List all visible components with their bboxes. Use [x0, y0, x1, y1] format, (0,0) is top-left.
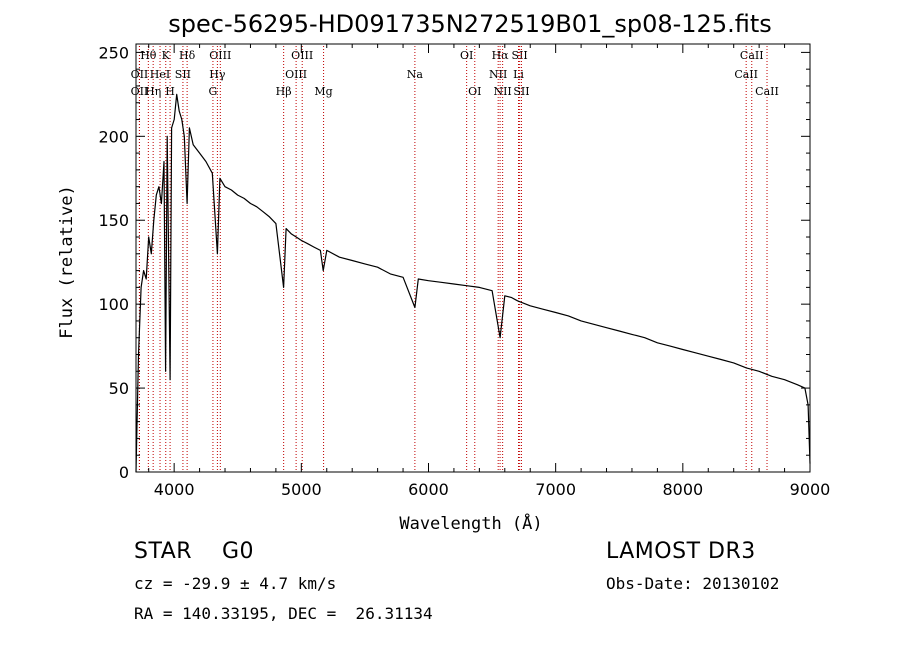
chart-title: spec-56295-HD091735N272519B01_sp08-125.f… [168, 10, 772, 38]
line-label: SII [512, 49, 528, 62]
y-tick-label: 100 [98, 295, 129, 314]
series-line-flux [135, 93, 811, 473]
line-label: CaII [755, 85, 779, 98]
line-label: OII [131, 85, 149, 98]
line-label: NII [493, 85, 511, 98]
y-tick-label: 200 [98, 127, 129, 146]
coordinates: RA = 140.33195, DEC = 26.31134 [134, 604, 433, 623]
line-label: Hγ [209, 68, 226, 81]
observation-date: Obs-Date: 20130102 [606, 574, 780, 593]
x-tick-label: 5000 [281, 480, 322, 499]
y-axis-label: Flux (relative) [57, 185, 77, 339]
line-label: CaII [740, 49, 764, 62]
y-tick-label: 250 [98, 43, 129, 62]
line-label: Li [513, 68, 524, 81]
line-label: H [165, 85, 175, 98]
x-tick-label: 8000 [662, 480, 703, 499]
line-label: OII [131, 68, 149, 81]
line-label: K [162, 49, 171, 62]
x-axis-label: Wavelength (Å) [399, 512, 542, 534]
survey-name: LAMOST DR3 [606, 539, 756, 564]
spectral-class: STAR G0 [134, 539, 255, 564]
line-label: CaII [734, 68, 758, 81]
x-tick-label: 7000 [535, 480, 576, 499]
redshift-velocity: cz = -29.9 ± 4.7 km/s [134, 574, 337, 593]
line-label: SII [513, 85, 529, 98]
x-tick-label: 6000 [408, 480, 449, 499]
line-label: SII [175, 68, 191, 81]
x-tick-label: 9000 [790, 480, 831, 499]
line-label: OIII [291, 49, 313, 62]
line-label: Mg [314, 85, 332, 98]
line-label: Hη [145, 85, 161, 98]
line-label: OIII [285, 68, 307, 81]
line-label: Hθ [140, 49, 157, 62]
line-label: OI [468, 85, 481, 98]
line-label: OI [460, 49, 473, 62]
line-label: Na [407, 68, 424, 81]
y-tick-label: 50 [109, 379, 129, 398]
line-label: G [209, 85, 218, 98]
x-tick-label: 4000 [154, 480, 195, 499]
line-label: Hβ [276, 85, 292, 98]
line-label: NII [489, 68, 507, 81]
line-label: Hα [492, 49, 510, 62]
line-label: OIII [209, 49, 231, 62]
line-label: HeI [150, 68, 170, 81]
line-label: Hδ [179, 49, 196, 62]
plot-frame [135, 43, 811, 473]
y-tick-label: 150 [98, 211, 129, 230]
y-tick-label: 0 [119, 463, 129, 482]
